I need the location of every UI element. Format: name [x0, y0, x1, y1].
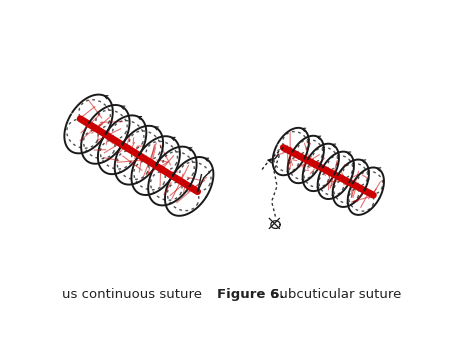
Text: Figure 6.: Figure 6. — [217, 288, 284, 301]
Text: Subcuticular suture: Subcuticular suture — [271, 288, 401, 301]
Text: us continuous suture: us continuous suture — [63, 288, 203, 301]
